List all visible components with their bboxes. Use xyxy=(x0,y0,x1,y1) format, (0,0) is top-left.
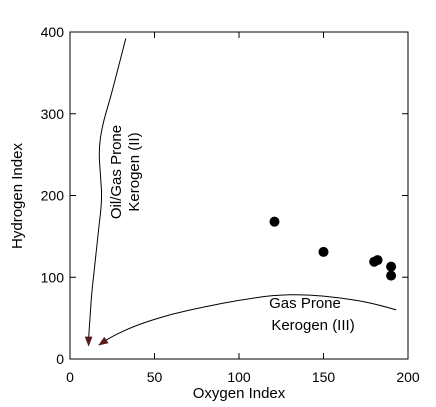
y-tick-label: 0 xyxy=(56,351,64,367)
type-ii-trend-arrowhead xyxy=(84,336,93,347)
y-tick-label: 100 xyxy=(41,269,65,285)
x-tick-label: 0 xyxy=(66,369,74,385)
data-point xyxy=(386,270,397,281)
data-point xyxy=(269,216,280,227)
data-points xyxy=(269,216,397,281)
type-iii-trend-curve xyxy=(98,294,397,346)
type-iii-trend-arrowhead xyxy=(98,336,109,346)
x-tick-label: 150 xyxy=(312,369,336,385)
tick-labels: 0 50 100 150 200 0 100 200 300 400 xyxy=(41,24,420,385)
y-axis-label: Hydrogen Index xyxy=(9,143,26,249)
annotation-kerogen-ii: Oil/Gas Prone Kerogen (II) xyxy=(108,125,143,219)
annotation-kerogen-iii-line1: Gas Prone xyxy=(269,295,341,312)
type-ii-trend-curve xyxy=(88,38,127,346)
x-tick-label: 200 xyxy=(396,369,420,385)
data-point xyxy=(386,261,397,272)
data-point xyxy=(318,246,329,257)
tick-marks xyxy=(70,32,408,359)
annotation-kerogen-iii: Gas Prone Kerogen (III) xyxy=(269,295,355,334)
annotation-kerogen-ii-line2: Kerogen (II) xyxy=(126,132,143,211)
annotation-kerogen-iii-line2: Kerogen (III) xyxy=(271,317,354,334)
trend-curves xyxy=(84,38,397,347)
y-tick-label: 300 xyxy=(41,106,65,122)
annotation-kerogen-ii-line1: Oil/Gas Prone xyxy=(108,125,125,219)
x-tick-label: 100 xyxy=(227,369,251,385)
y-tick-label: 200 xyxy=(41,188,65,204)
x-tick-label: 50 xyxy=(147,369,163,385)
data-point xyxy=(372,255,383,266)
y-tick-label: 400 xyxy=(41,24,65,40)
x-axis-label: Oxygen Index xyxy=(193,385,286,402)
